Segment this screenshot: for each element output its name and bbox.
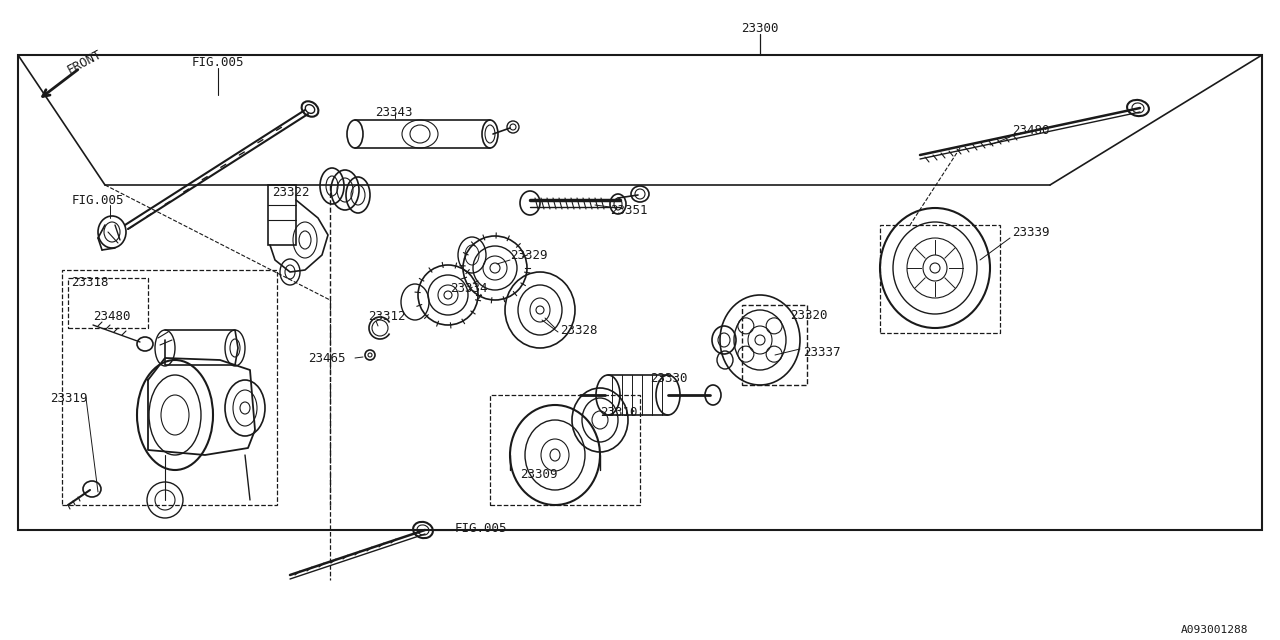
Bar: [742, 305, 806, 385]
Text: 23328: 23328: [561, 323, 598, 337]
Text: 23351: 23351: [611, 204, 648, 216]
Bar: [881, 225, 1000, 333]
Text: 23339: 23339: [1012, 225, 1050, 239]
Text: 23334: 23334: [451, 282, 488, 294]
Text: 23480: 23480: [1012, 124, 1050, 136]
Bar: [268, 185, 296, 245]
Text: FIG.005: FIG.005: [72, 193, 124, 207]
Text: 23465: 23465: [308, 351, 346, 365]
Text: FRONT: FRONT: [65, 47, 104, 77]
Text: 23310: 23310: [600, 406, 637, 419]
Text: 23329: 23329: [509, 248, 548, 262]
Text: 23480: 23480: [93, 310, 131, 323]
Text: 23300: 23300: [741, 22, 778, 35]
Bar: [61, 270, 276, 505]
Text: 23343: 23343: [375, 106, 412, 118]
Text: 23319: 23319: [50, 392, 87, 404]
Text: 23312: 23312: [369, 310, 406, 323]
Bar: [18, 55, 1262, 530]
Text: 23337: 23337: [803, 346, 841, 358]
Text: 23318: 23318: [70, 275, 109, 289]
Bar: [68, 278, 148, 328]
Text: 23322: 23322: [273, 186, 310, 198]
Text: A093001288: A093001288: [1180, 625, 1248, 635]
Bar: [490, 395, 640, 505]
Text: FIG.005: FIG.005: [454, 522, 507, 534]
Text: 23309: 23309: [520, 468, 558, 481]
Text: 23330: 23330: [650, 371, 687, 385]
Text: 23320: 23320: [790, 308, 827, 321]
Text: FIG.005: FIG.005: [192, 56, 244, 68]
